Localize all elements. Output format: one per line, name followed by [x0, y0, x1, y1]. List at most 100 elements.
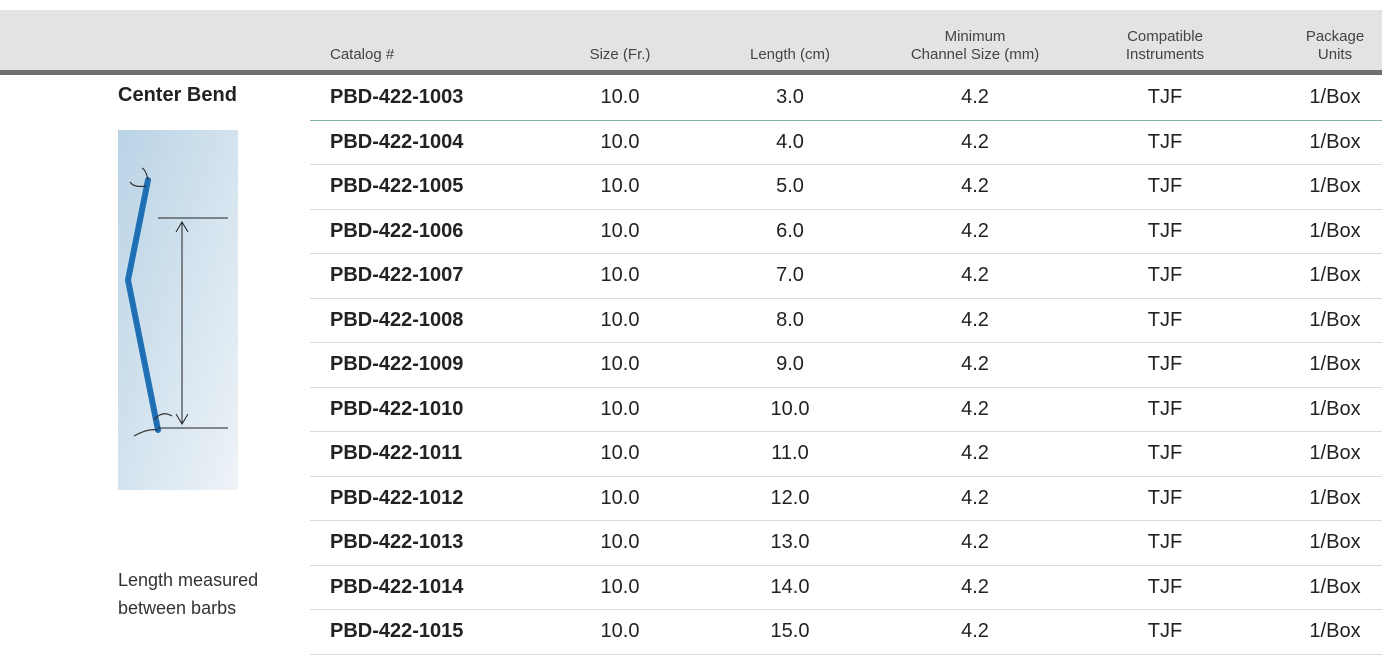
table-cell: 4.2: [961, 75, 989, 119]
table-cell: 14.0: [771, 565, 810, 609]
table-cell: 4.2: [961, 520, 989, 564]
header-line: Length (cm): [750, 46, 830, 64]
header-line: Catalog #: [330, 46, 394, 64]
table-cell: 4.2: [961, 387, 989, 431]
table-cell: 4.2: [961, 164, 989, 208]
table-cell: PBD-422-1012: [330, 476, 463, 520]
table-cell: 10.0: [601, 75, 640, 119]
table-row: PBD-422-1009 10.0 9.0 4.2 TJF 1/Box: [310, 342, 1382, 388]
table-cell: 6.0: [776, 209, 804, 253]
table-cell: PBD-422-1015: [330, 609, 463, 653]
table-cell: TJF: [1148, 520, 1182, 564]
table-cell: 1/Box: [1309, 565, 1360, 609]
header-line: Units: [1306, 46, 1364, 64]
table-cell: 12.0: [771, 476, 810, 520]
table-cell: PBD-422-1010: [330, 387, 463, 431]
header-line: Instruments: [1126, 46, 1204, 64]
table-cell: 10.0: [601, 387, 640, 431]
table-cell: 7.0: [776, 253, 804, 297]
header-line: Size (Fr.): [590, 46, 651, 64]
table-cell: 4.2: [961, 209, 989, 253]
table-cell: PBD-422-1005: [330, 164, 463, 208]
table-cell: 10.0: [601, 476, 640, 520]
table-cell: 1/Box: [1309, 431, 1360, 475]
table-cell: 1/Box: [1309, 342, 1360, 386]
column-header: Size (Fr.): [590, 46, 651, 64]
table-cell: TJF: [1148, 120, 1182, 164]
table-cell: 4.2: [961, 565, 989, 609]
table-cell: PBD-422-1009: [330, 342, 463, 386]
table-cell: 9.0: [776, 342, 804, 386]
table-cell: PBD-422-1013: [330, 520, 463, 564]
table-cell: PBD-422-1014: [330, 565, 463, 609]
table-cell: 4.2: [961, 298, 989, 342]
header-line: Compatible: [1126, 28, 1204, 46]
table-cell: TJF: [1148, 609, 1182, 653]
table-cell: PBD-422-1004: [330, 120, 463, 164]
table-cell: TJF: [1148, 164, 1182, 208]
table-cell: 4.2: [961, 253, 989, 297]
section-title: Center Bend: [118, 84, 237, 107]
table-cell: 10.0: [771, 387, 810, 431]
table-cell: 10.0: [601, 609, 640, 653]
table-cell: 4.2: [961, 120, 989, 164]
table-cell: PBD-422-1003: [330, 75, 463, 119]
table-cell: 11.0: [771, 431, 808, 475]
page: Catalog # Size (Fr.) Length (cm) MinimumCha…: [0, 0, 1382, 654]
table-row: PBD-422-1012 10.0 12.0 4.2 TJF 1/Box: [310, 476, 1382, 522]
table-cell: 1/Box: [1309, 253, 1360, 297]
table-cell: TJF: [1148, 476, 1182, 520]
table-cell: 4.2: [961, 476, 989, 520]
table-row: PBD-422-1010 10.0 10.0 4.2 TJF 1/Box: [310, 387, 1382, 433]
table-cell: 4.2: [961, 609, 989, 653]
product-image: [118, 130, 238, 490]
table-cell: 8.0: [776, 298, 804, 342]
table-row: PBD-422-1007 10.0 7.0 4.2 TJF 1/Box: [310, 253, 1382, 299]
table-cell: 4.0: [776, 120, 804, 164]
table-cell: PBD-422-1006: [330, 209, 463, 253]
table-cell: 1/Box: [1309, 476, 1360, 520]
table-cell: TJF: [1148, 387, 1182, 431]
table-cell: 10.0: [601, 431, 640, 475]
table-cell: 10.0: [601, 120, 640, 164]
table-cell: 4.2: [961, 342, 989, 386]
table-cell: TJF: [1148, 253, 1182, 297]
table-cell: 1/Box: [1309, 209, 1360, 253]
table-cell: PBD-422-1008: [330, 298, 463, 342]
table-cell: 5.0: [776, 164, 804, 208]
table-cell: 13.0: [771, 520, 810, 564]
table-cell: 1/Box: [1309, 75, 1360, 119]
table-cell: PBD-422-1011: [330, 431, 462, 475]
table-cell: TJF: [1148, 209, 1182, 253]
table-cell: 10.0: [601, 164, 640, 208]
header-line: Channel Size (mm): [911, 46, 1039, 64]
image-caption: Length measured between barbs: [118, 566, 268, 622]
table-cell: PBD-422-1007: [330, 253, 463, 297]
table-row: PBD-422-1005 10.0 5.0 4.2 TJF 1/Box: [310, 164, 1382, 210]
table-cell: 10.0: [601, 253, 640, 297]
table-cell: 10.0: [601, 565, 640, 609]
table-cell: 10.0: [601, 342, 640, 386]
table-cell: 1/Box: [1309, 387, 1360, 431]
table-cell: 15.0: [771, 609, 810, 653]
table-cell: 3.0: [776, 75, 804, 119]
table-cell: 1/Box: [1309, 164, 1360, 208]
column-header: Catalog #: [330, 46, 394, 64]
table-cell: TJF: [1148, 431, 1182, 475]
table-cell: TJF: [1148, 298, 1182, 342]
column-header: Length (cm): [750, 46, 830, 64]
table-cell: 1/Box: [1309, 520, 1360, 564]
table-row: PBD-422-1013 10.0 13.0 4.2 TJF 1/Box: [310, 520, 1382, 566]
table-cell: TJF: [1148, 342, 1182, 386]
table-cell: 10.0: [601, 520, 640, 564]
